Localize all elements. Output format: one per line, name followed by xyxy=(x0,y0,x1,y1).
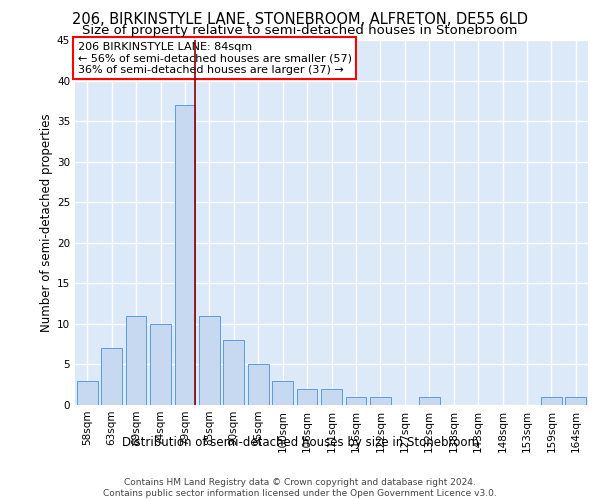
Text: Size of property relative to semi-detached houses in Stonebroom: Size of property relative to semi-detach… xyxy=(82,24,518,37)
Bar xyxy=(199,316,220,405)
Bar xyxy=(370,397,391,405)
Bar xyxy=(296,389,317,405)
Bar xyxy=(248,364,269,405)
Text: 206 BIRKINSTYLE LANE: 84sqm
← 56% of semi-detached houses are smaller (57)
36% o: 206 BIRKINSTYLE LANE: 84sqm ← 56% of sem… xyxy=(77,42,352,75)
Bar xyxy=(101,348,122,405)
Bar xyxy=(272,380,293,405)
Y-axis label: Number of semi-detached properties: Number of semi-detached properties xyxy=(40,113,53,332)
Bar xyxy=(565,397,586,405)
Text: Contains HM Land Registry data © Crown copyright and database right 2024.
Contai: Contains HM Land Registry data © Crown c… xyxy=(103,478,497,498)
Bar xyxy=(541,397,562,405)
Text: Distribution of semi-detached houses by size in Stonebroom: Distribution of semi-detached houses by … xyxy=(121,436,479,449)
Bar xyxy=(77,380,98,405)
Bar xyxy=(150,324,171,405)
Bar xyxy=(223,340,244,405)
Bar xyxy=(175,105,196,405)
Text: 206, BIRKINSTYLE LANE, STONEBROOM, ALFRETON, DE55 6LD: 206, BIRKINSTYLE LANE, STONEBROOM, ALFRE… xyxy=(72,12,528,28)
Bar xyxy=(346,397,367,405)
Bar xyxy=(419,397,440,405)
Bar xyxy=(321,389,342,405)
Bar xyxy=(125,316,146,405)
